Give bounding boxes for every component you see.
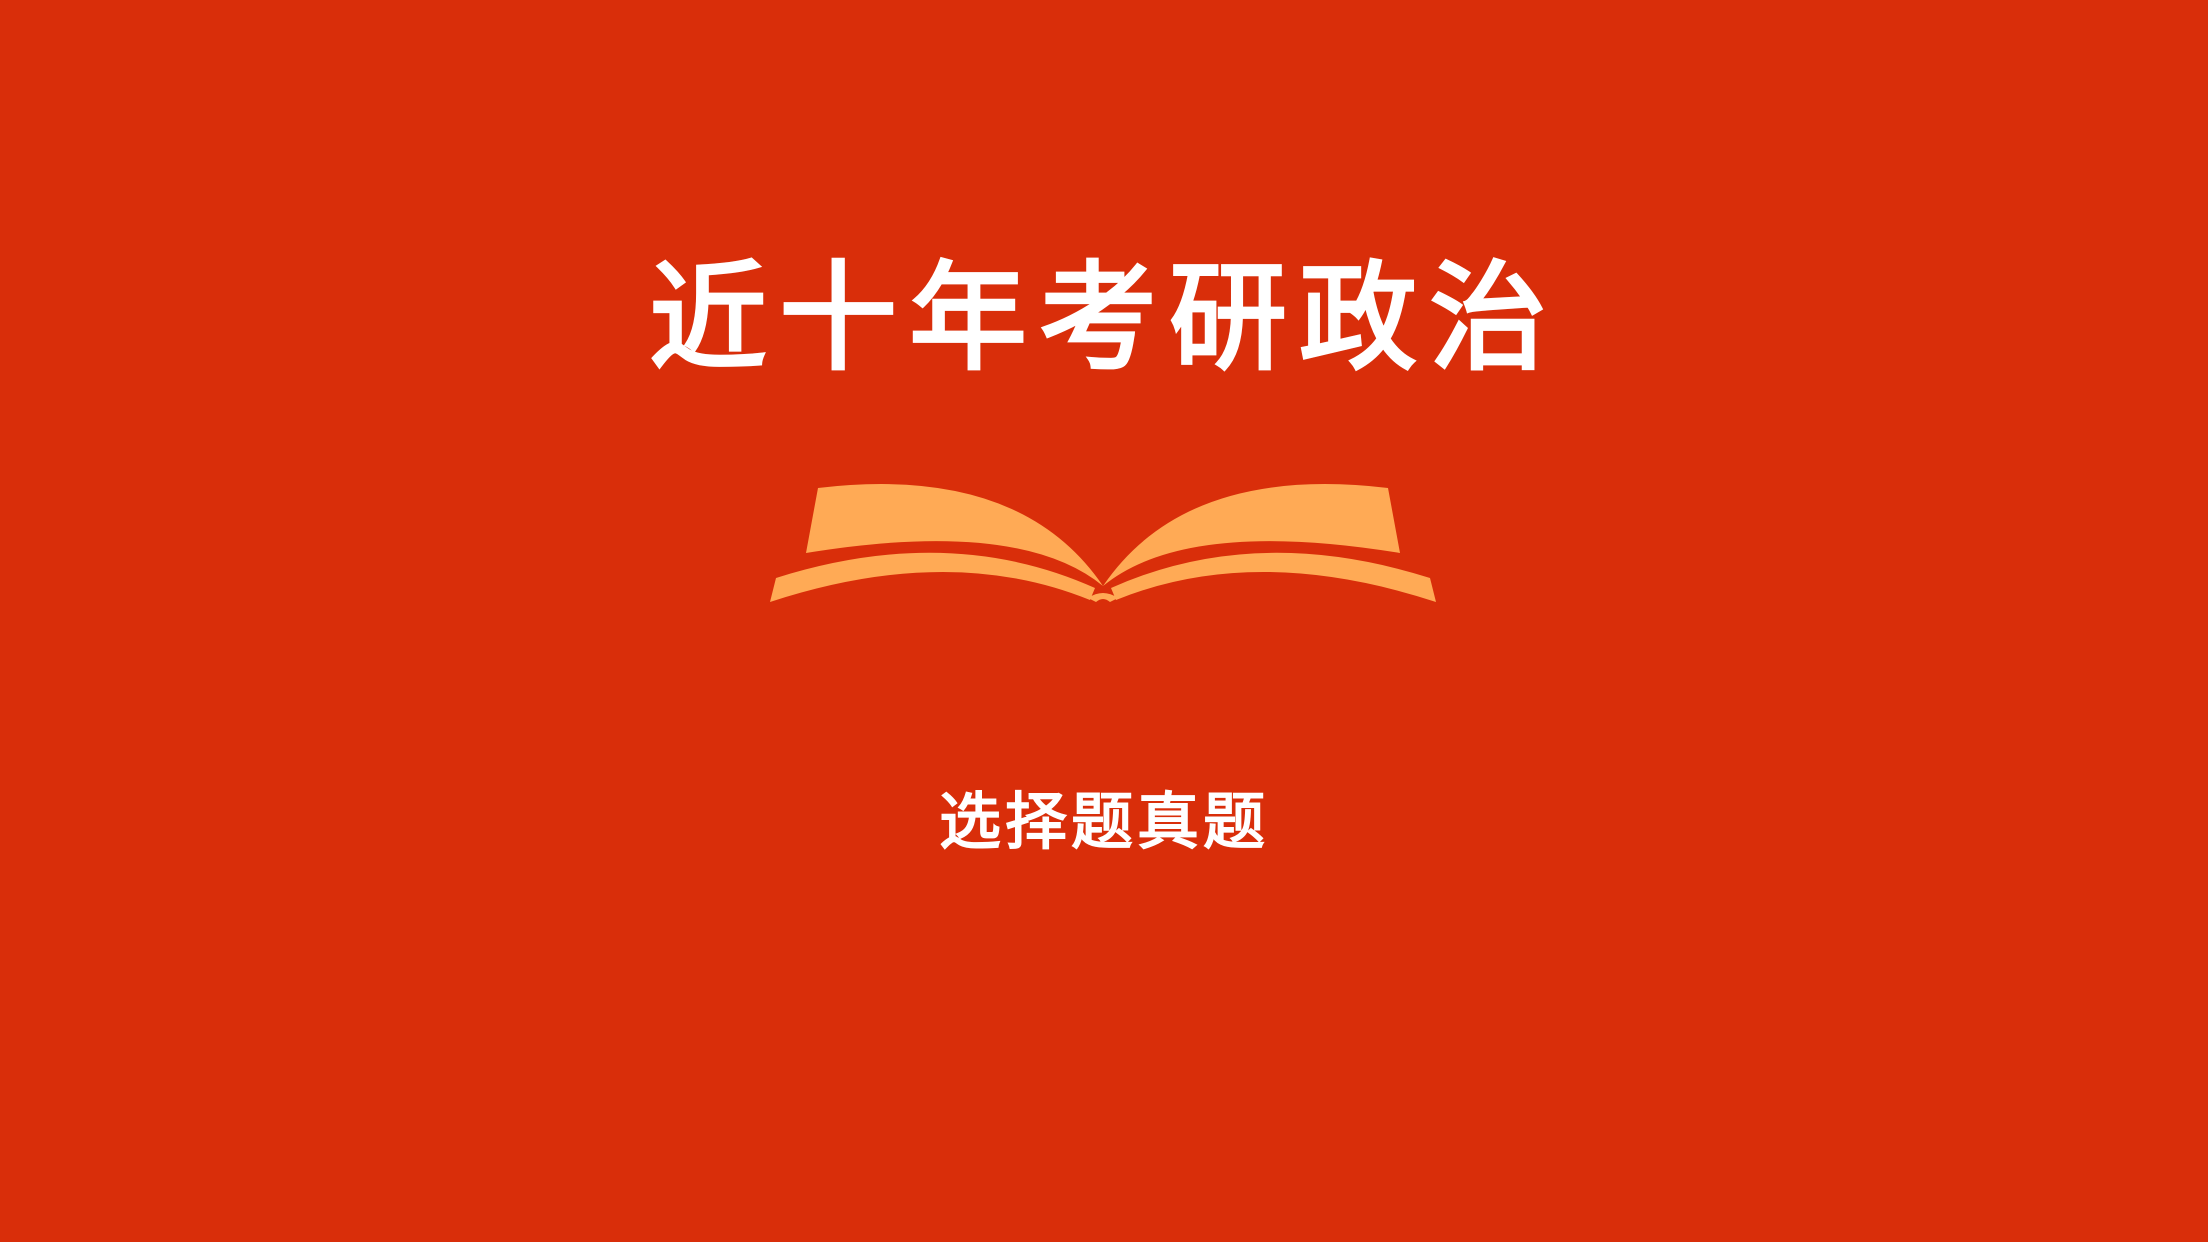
book-right-upper-page [1103,484,1400,586]
open-book-icon [770,484,1436,602]
book-left-lower-page [770,552,1095,602]
slide-subtitle: 选择题真题 [938,785,1269,858]
book-right-lower-page [1111,552,1436,602]
book-spine [1088,593,1118,602]
slide-title: 近十年考研政治 [648,248,1559,387]
book-left-upper-page [806,484,1103,586]
